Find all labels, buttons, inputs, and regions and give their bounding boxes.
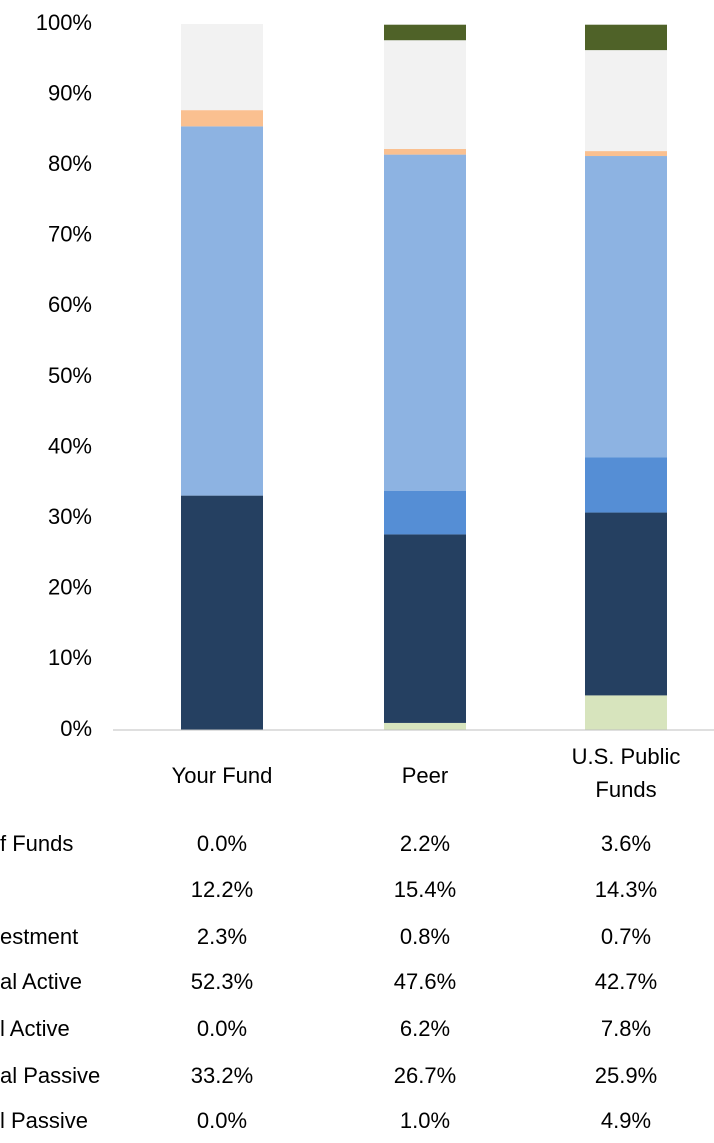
bar-segment — [585, 156, 667, 458]
y-tick-label: 60% — [48, 292, 92, 317]
table-value: 2.2% — [400, 831, 450, 856]
x-tick-label: Your Fund — [171, 763, 273, 788]
row-label: l Active — [0, 1016, 70, 1041]
table-value: 0.0% — [197, 1016, 247, 1041]
table-value: 47.6% — [394, 969, 456, 994]
table-value: 14.3% — [595, 877, 657, 902]
y-tick-label: 100% — [36, 10, 92, 35]
bar-segment — [181, 24, 263, 111]
table-value: 26.7% — [394, 1063, 456, 1088]
table-value: 0.8% — [400, 924, 450, 949]
row-label: l Passive — [0, 1108, 88, 1133]
bar-segment — [585, 151, 667, 157]
bar-segment — [585, 50, 667, 152]
row-label: al Passive — [0, 1063, 100, 1088]
table-value: 0.0% — [197, 1108, 247, 1133]
y-tick-label: 80% — [48, 151, 92, 176]
table-value: 15.4% — [394, 877, 456, 902]
bar-segment — [384, 722, 466, 730]
y-tick-label: 20% — [48, 575, 92, 600]
bar-segment — [585, 695, 667, 730]
table-value: 1.0% — [400, 1108, 450, 1133]
y-tick-label: 0% — [60, 716, 92, 741]
table-value: 2.3% — [197, 924, 247, 949]
table-value: 0.7% — [601, 924, 651, 949]
row-label: estment — [0, 924, 78, 949]
row-label: al Active — [0, 969, 82, 994]
y-tick-label: 30% — [48, 504, 92, 529]
bar-segment — [585, 457, 667, 513]
table-value: 52.3% — [191, 969, 253, 994]
y-tick-label: 90% — [48, 80, 92, 105]
table-value: 12.2% — [191, 877, 253, 902]
y-tick-label: 50% — [48, 363, 92, 388]
bar-segment — [585, 512, 667, 696]
bar-segment — [181, 110, 263, 127]
x-tick-label: Peer — [401, 763, 449, 788]
table-value: 42.7% — [595, 969, 657, 994]
bar-segment — [181, 126, 263, 496]
bar-segment — [384, 24, 466, 41]
bar-segment — [384, 154, 466, 491]
table-value: 25.9% — [595, 1063, 657, 1088]
table-value: 6.2% — [400, 1016, 450, 1041]
table-value: 33.2% — [191, 1063, 253, 1088]
table-value: 0.0% — [197, 831, 247, 856]
x-tick-label: U.S. Public Funds — [571, 744, 681, 802]
table-value: 3.6% — [601, 831, 651, 856]
bar-segment — [384, 534, 466, 723]
y-tick-label: 10% — [48, 645, 92, 670]
bar-segment — [585, 24, 667, 51]
y-tick-label: 70% — [48, 222, 92, 247]
bar-segment — [384, 148, 466, 155]
bar-segment — [384, 40, 466, 149]
y-tick-label: 40% — [48, 433, 92, 458]
bar-segment — [181, 495, 263, 730]
bar-segment — [384, 490, 466, 535]
table-value: 7.8% — [601, 1016, 651, 1041]
table-value: 4.9% — [601, 1108, 651, 1133]
row-label: f Funds — [0, 831, 73, 856]
